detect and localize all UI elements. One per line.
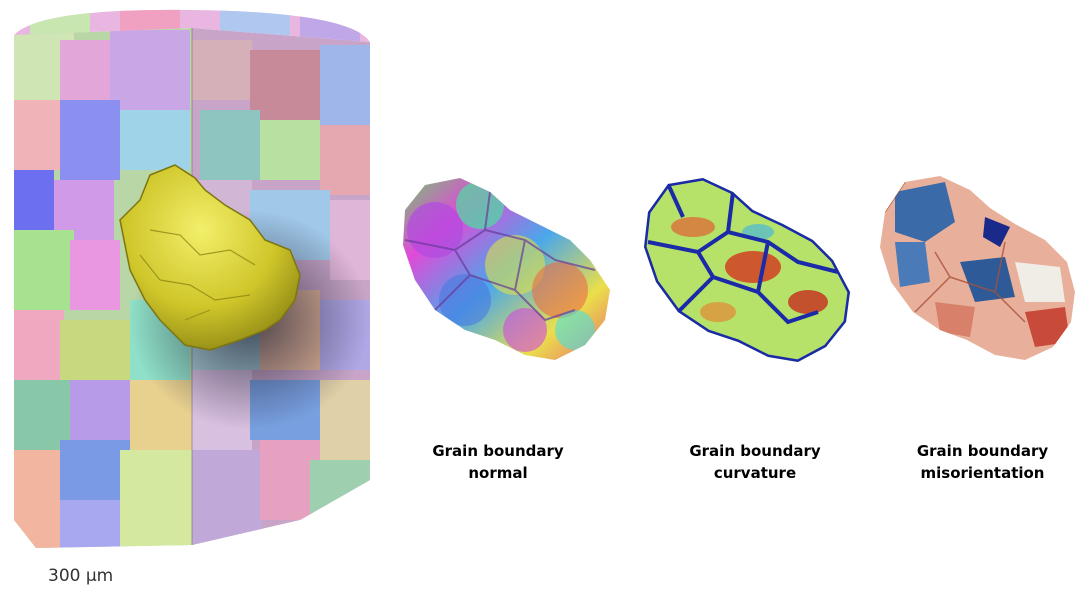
grain-map-cylinder bbox=[0, 0, 380, 560]
cylinder-svg bbox=[14, 9, 370, 548]
grain-normal-image bbox=[395, 170, 620, 370]
caption-curvature-line1: Grain boundary bbox=[689, 442, 821, 460]
yellow-grain-shape bbox=[119, 164, 301, 351]
caption-misorientation: Grain boundary misorientation bbox=[900, 440, 1065, 484]
grain-misorientation-image bbox=[875, 172, 1077, 372]
caption-normal-line2: normal bbox=[468, 464, 528, 482]
caption-curvature: Grain boundary curvature bbox=[675, 440, 835, 484]
grain-normal-svg bbox=[403, 178, 610, 360]
caption-curvature-line2: curvature bbox=[713, 464, 797, 482]
grain-curvature-image bbox=[638, 172, 863, 372]
caption-misorientation-line1: Grain boundary bbox=[916, 442, 1049, 460]
caption-normal-line1: Grain boundary bbox=[432, 442, 564, 460]
caption-misorientation-line2: misorientation bbox=[920, 464, 1045, 482]
caption-normal: Grain boundary normal bbox=[418, 440, 578, 484]
grain-curvature-svg bbox=[644, 178, 850, 362]
scale-label: 300 µm bbox=[48, 566, 114, 586]
grain-misorientation-svg bbox=[880, 176, 1075, 360]
